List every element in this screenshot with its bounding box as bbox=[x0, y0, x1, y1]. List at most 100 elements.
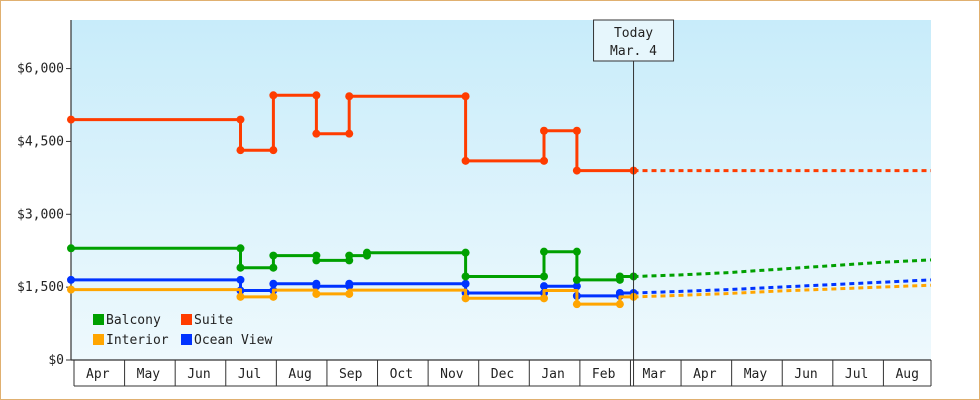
x-tick-label: Nov bbox=[440, 367, 464, 382]
data-point bbox=[572, 275, 581, 284]
data-point bbox=[312, 91, 321, 100]
data-point bbox=[540, 247, 548, 256]
data-point bbox=[345, 251, 354, 260]
x-tick-label: May bbox=[137, 367, 161, 382]
data-point bbox=[540, 156, 548, 165]
data-point bbox=[312, 282, 321, 291]
x-tick-label: Sep bbox=[339, 367, 363, 382]
today-box bbox=[593, 19, 675, 62]
data-point bbox=[572, 126, 581, 135]
data-point bbox=[345, 129, 354, 138]
x-tick-label: Feb bbox=[592, 367, 616, 382]
y-tick-label: $4,500 bbox=[17, 134, 64, 149]
data-point bbox=[269, 91, 278, 100]
legend-label: Ocean View bbox=[194, 333, 272, 348]
legend-swatch bbox=[93, 334, 104, 345]
x-tick-label: Jun bbox=[187, 367, 210, 382]
data-point bbox=[461, 279, 470, 288]
today-date: Mar. 4 bbox=[610, 44, 657, 59]
data-point bbox=[67, 275, 75, 284]
forecast-line-ocean-view bbox=[633, 278, 932, 295]
y-tick-label: $6,000 bbox=[17, 62, 64, 77]
data-point bbox=[540, 126, 548, 135]
x-tick-label: Jan bbox=[541, 367, 564, 382]
data-point bbox=[67, 244, 75, 253]
y-axis: $0 $1,500 $3,000 $4,500 $6,000 bbox=[17, 20, 72, 368]
plot-area bbox=[71, 20, 931, 360]
legend-swatch bbox=[181, 334, 192, 345]
series-balcony bbox=[67, 244, 932, 284]
data-point bbox=[236, 263, 245, 272]
x-tick-label: Apr bbox=[86, 367, 110, 382]
data-point bbox=[236, 244, 245, 253]
data-point bbox=[269, 279, 278, 288]
x-tick-label: Oct bbox=[390, 367, 413, 382]
x-tick-label: Aug bbox=[288, 367, 311, 382]
series-layer bbox=[67, 91, 932, 309]
x-tick-label: Jun bbox=[794, 367, 817, 382]
y-tick-label: $0 bbox=[48, 353, 64, 368]
data-point bbox=[236, 292, 245, 301]
x-tick-label: May bbox=[744, 367, 768, 382]
series-line-suite bbox=[71, 93, 634, 173]
data-point bbox=[236, 146, 245, 155]
data-point bbox=[540, 272, 548, 281]
data-point bbox=[461, 248, 470, 257]
data-point bbox=[461, 272, 470, 281]
today-label: Today bbox=[614, 26, 653, 41]
data-point bbox=[345, 279, 354, 288]
x-axis-band bbox=[74, 361, 931, 386]
series-line-interior bbox=[71, 288, 634, 306]
legend-label: Suite bbox=[194, 313, 233, 328]
data-point bbox=[345, 289, 354, 298]
data-point bbox=[312, 256, 321, 265]
today-marker: Today Mar. 4 bbox=[593, 19, 675, 386]
data-point bbox=[236, 115, 245, 124]
data-point bbox=[269, 263, 278, 272]
data-point bbox=[540, 282, 548, 291]
x-tick-label: Jul bbox=[238, 367, 261, 382]
data-point bbox=[269, 146, 278, 155]
data-point bbox=[312, 129, 321, 138]
data-point bbox=[615, 288, 624, 297]
data-point bbox=[572, 166, 581, 175]
legend-swatch bbox=[93, 314, 104, 325]
data-point bbox=[269, 251, 278, 260]
data-point bbox=[540, 294, 548, 303]
data-point bbox=[461, 294, 470, 303]
legend-item-balcony: Balcony bbox=[93, 313, 161, 328]
data-point bbox=[572, 300, 581, 309]
legend-item-suite: Suite bbox=[181, 313, 233, 328]
data-point bbox=[461, 92, 470, 101]
legend-swatch bbox=[181, 314, 192, 325]
data-point bbox=[312, 289, 321, 298]
data-point bbox=[572, 247, 581, 256]
x-tick-label: Dec bbox=[491, 367, 514, 382]
data-point bbox=[615, 272, 624, 281]
x-tick-label: Mar bbox=[643, 367, 667, 382]
data-point bbox=[67, 285, 75, 294]
y-tick-label: $1,500 bbox=[17, 280, 64, 295]
forecast-line-balcony bbox=[633, 258, 932, 278]
legend-label: Interior bbox=[106, 333, 169, 348]
x-axis: Apr May Jun Jul Aug Sep Oct Nov Dec Jan Feb Mar Apr M… bbox=[71, 359, 932, 387]
x-tick-label: Jul bbox=[845, 367, 868, 382]
legend-label: Balcony bbox=[106, 313, 161, 328]
series-line-ocean-view bbox=[71, 278, 634, 298]
data-point bbox=[236, 275, 245, 284]
data-point bbox=[572, 282, 581, 291]
x-tick-label: Aug bbox=[895, 367, 918, 382]
data-point bbox=[615, 300, 624, 309]
data-point bbox=[345, 92, 354, 101]
x-tick-label: Apr bbox=[693, 367, 717, 382]
legend: Balcony Suite Interior Ocean View bbox=[93, 313, 272, 348]
legend-item-interior: Interior bbox=[93, 333, 169, 348]
data-point bbox=[67, 115, 75, 124]
data-point bbox=[461, 156, 470, 165]
series-suite bbox=[67, 91, 931, 175]
legend-item-ocean-view: Ocean View bbox=[181, 333, 272, 348]
data-point bbox=[362, 248, 371, 257]
y-tick-label: $3,000 bbox=[17, 207, 64, 222]
forecast-line-interior bbox=[633, 283, 932, 299]
